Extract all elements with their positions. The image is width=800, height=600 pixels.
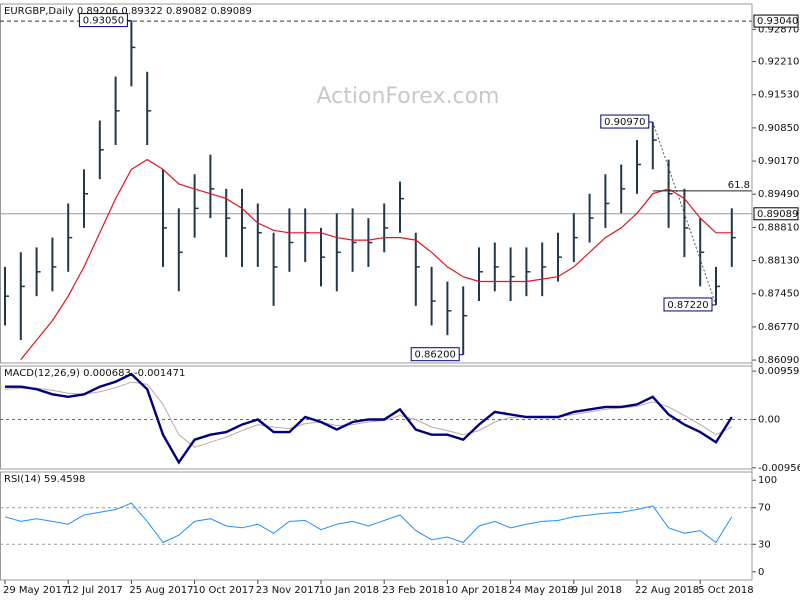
x-tick-label: 10 Apr 2018	[445, 585, 507, 596]
price-level-box	[753, 14, 799, 28]
x-tick-label: 24 May 2018	[509, 585, 574, 596]
y-tick-label: 100	[758, 475, 777, 486]
y-tick-label: 0	[758, 567, 764, 578]
x-tick-label: 22 Aug 2018	[635, 585, 699, 596]
panel-title: RSI(14) 59.4598	[4, 474, 85, 485]
x-tick-label: 9 Jul 2018	[572, 585, 622, 596]
panel-title: EURGBP,Daily 0.89206 0.89322 0.89082 0.8…	[4, 6, 252, 17]
y-tick-label: 0.00	[758, 415, 780, 426]
y-tick-label: 0.009593	[758, 366, 800, 377]
x-tick-label: 12 Jul 2017	[66, 585, 123, 596]
y-tick-label: 0.89490	[758, 189, 799, 200]
panel-title: MACD(12,26,9) 0.000683 -0.001471	[4, 368, 185, 379]
y-tick-label: 0.91530	[758, 90, 799, 101]
macd-line	[5, 372, 733, 465]
annotation-box	[663, 297, 713, 312]
annotation-box	[600, 114, 650, 129]
x-tick-label: 10 Jan 2018	[319, 585, 379, 596]
signal-line	[4, 381, 733, 448]
y-tick-label: 0.90170	[758, 156, 799, 167]
x-tick-label: 23 Nov 2017	[256, 585, 320, 596]
annotation-box	[78, 13, 128, 28]
x-tick-label: 5 Oct 2018	[698, 585, 753, 596]
y-tick-label: 0.92870	[758, 24, 799, 35]
annotation-box	[410, 347, 460, 362]
annotation-label: 0.93050	[83, 16, 124, 27]
y-tick-label: 0.90850	[758, 123, 799, 134]
watermark: ActionForex.com	[317, 84, 500, 109]
rsi-line	[4, 502, 733, 544]
price-level-label: 0.89089	[757, 209, 798, 220]
annotation-label: 0.87220	[667, 300, 708, 311]
y-tick-label: 0.88810	[758, 222, 799, 233]
x-tick-label: 29 May 2017	[3, 585, 68, 596]
x-tick-label: 23 Feb 2018	[382, 585, 444, 596]
annotation-label: 0.90970	[604, 117, 645, 128]
y-tick-label: 0.86090	[758, 355, 799, 366]
y-tick-label: 0.86770	[758, 322, 799, 333]
y-tick-label: 0.88130	[758, 256, 799, 267]
annotation-label: 0.86200	[415, 350, 456, 361]
x-tick-label: 25 Aug 2017	[129, 585, 193, 596]
y-tick-label: 70	[758, 503, 771, 514]
fib-level-label: 61.8	[728, 180, 750, 191]
y-tick-label: 0.92210	[758, 57, 799, 68]
x-tick-label: 10 Oct 2017	[193, 585, 255, 596]
fib-trendline	[652, 121, 717, 306]
price-level-label: 0.93040	[757, 16, 798, 27]
y-tick-label: 30	[758, 539, 771, 550]
y-tick-label: 0.87450	[758, 289, 799, 300]
y-tick-label: -0.009562	[758, 463, 800, 474]
moving-average	[20, 158, 732, 360]
price-level-box	[753, 207, 799, 221]
